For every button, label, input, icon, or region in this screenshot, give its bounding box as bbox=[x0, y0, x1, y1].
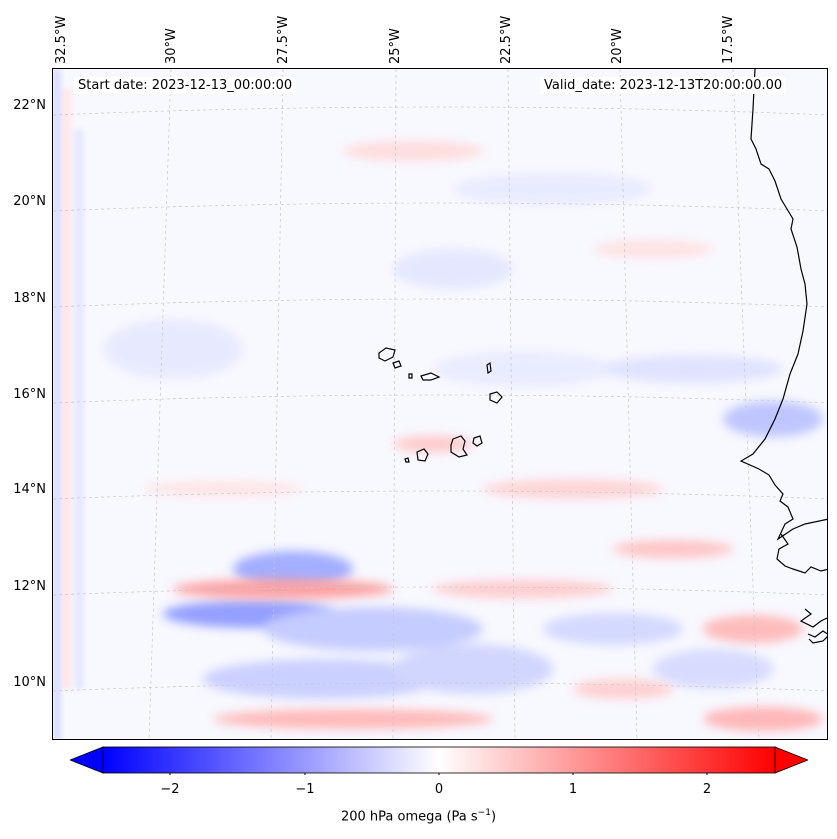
lat-label-14n: 14°N bbox=[13, 482, 46, 497]
colorbar-label-text: 200 hPa omega (Pa s bbox=[340, 809, 478, 825]
lat-label-16n: 16°N bbox=[13, 387, 46, 402]
map-panel bbox=[52, 68, 828, 740]
lon-label-32-5w: 32.5°W bbox=[54, 15, 69, 64]
lat-label-12n: 12°N bbox=[13, 579, 46, 594]
lon-label-27-5w: 27.5°W bbox=[276, 15, 291, 64]
lon-label-25w: 25°W bbox=[388, 28, 403, 64]
graticule bbox=[53, 69, 827, 739]
start-date-label: Start date: 2023-12-13_00:00:00 bbox=[74, 77, 297, 94]
colorbar-max-extend bbox=[774, 746, 810, 774]
colorbar-min-extend bbox=[68, 746, 104, 774]
left-edge-bands bbox=[53, 69, 83, 739]
valid-date-label: Valid_date: 2023-12-13T20:00:00.00 bbox=[540, 77, 787, 94]
colorbar-gradient bbox=[102, 746, 776, 774]
lat-label-18n: 18°N bbox=[13, 291, 46, 306]
lat-label-20n: 20°N bbox=[13, 194, 46, 209]
cape-verde-islands bbox=[378, 347, 503, 463]
lon-label-22-5w: 22.5°W bbox=[499, 15, 514, 64]
colorbar-label-exponent: −1 bbox=[477, 808, 491, 818]
lat-label-10n: 10°N bbox=[13, 675, 46, 690]
colorbar-tick-label: −1 bbox=[295, 782, 315, 797]
omega-field-map bbox=[53, 69, 827, 739]
colorbar bbox=[68, 745, 810, 777]
colorbar-svg bbox=[68, 746, 810, 777]
colorbar-tick-label: 0 bbox=[434, 782, 444, 797]
negative-omega-regions bbox=[103, 173, 823, 699]
colorbar-tick-label: 1 bbox=[568, 782, 578, 797]
coastline-africa bbox=[739, 69, 827, 644]
colorbar-label: 200 hPa omega (Pa s−1) bbox=[0, 808, 837, 824]
colorbar-label-close: ) bbox=[490, 809, 497, 825]
lon-label-17-5w: 17.5°W bbox=[721, 15, 736, 64]
colorbar-tick-label: −2 bbox=[160, 782, 180, 797]
lon-label-30w: 30°W bbox=[164, 28, 179, 64]
lon-label-20w: 20°W bbox=[610, 28, 625, 64]
lat-label-22n: 22°N bbox=[13, 98, 46, 113]
colorbar-tick-label: 2 bbox=[702, 782, 712, 797]
